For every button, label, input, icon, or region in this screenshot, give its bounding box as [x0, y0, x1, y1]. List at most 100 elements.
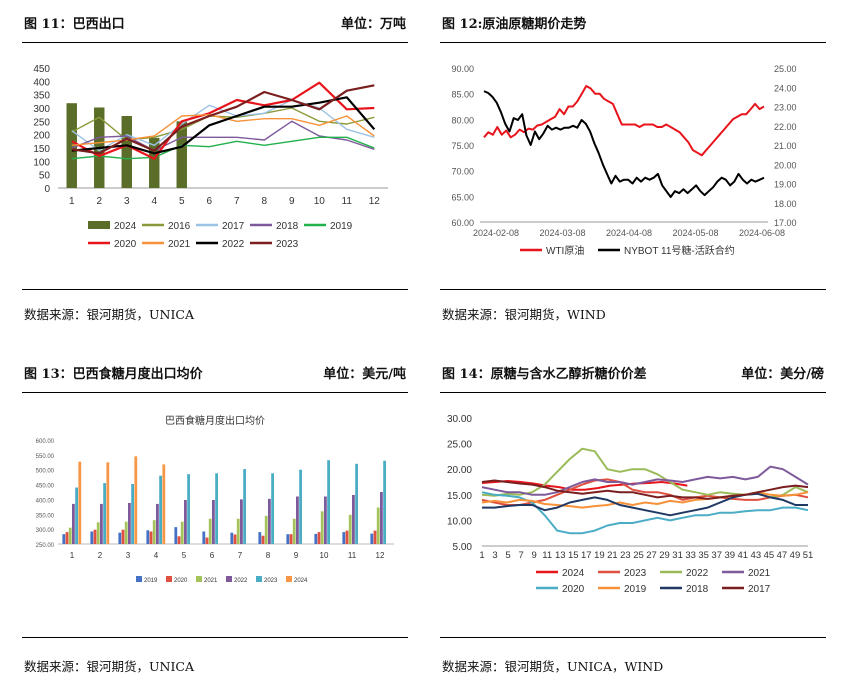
x-tick-label: 31: [672, 550, 683, 561]
bar-2019: [342, 532, 346, 544]
x-tick-label: 3: [126, 551, 131, 560]
panel-title: 图 11：巴西出口: [24, 16, 125, 32]
bar-2023: [271, 473, 274, 544]
bar-2020: [317, 532, 321, 544]
legend-label-2019: 2019: [624, 584, 647, 595]
panel-unit: 单位：美分/磅: [741, 366, 824, 382]
bar-2020: [289, 534, 293, 544]
series-line-2016: [71, 107, 375, 141]
bar-2024: [134, 456, 138, 544]
footer-rule: [22, 637, 408, 638]
x-tick-label: 7: [518, 550, 523, 561]
x-tick-label: 7: [234, 196, 240, 207]
bar-2022: [184, 500, 187, 544]
source-note: 数据来源：银河期货，UNICA: [24, 659, 195, 674]
y-tick-label: 0: [44, 184, 50, 195]
legend-label-2022: 2022: [222, 239, 245, 250]
x-tick-label: 2: [98, 551, 103, 560]
left-y-tick-label: 60.00: [451, 218, 474, 228]
bar-2019: [286, 534, 290, 544]
x-tick-label: 5: [505, 550, 510, 561]
x-tick-label: 47: [777, 550, 788, 561]
x-tick-label: 15: [568, 550, 579, 561]
bar-2022: [100, 503, 103, 544]
y-tick-label: 15.00: [447, 491, 472, 502]
x-tick-label: 11: [342, 196, 353, 207]
bar-2019: [118, 532, 122, 544]
bar-2024: [162, 464, 166, 544]
footer-rule: [22, 289, 408, 290]
series-line-2024: [481, 480, 688, 491]
legend-label-wti: WTI原油: [546, 244, 584, 257]
x-tick-label: 19: [594, 550, 605, 561]
series-line-2020: [71, 81, 375, 160]
y-tick-label: 250: [33, 117, 50, 128]
right-y-tick-label: 19.00: [774, 180, 797, 190]
y-tick-label: 350.00: [36, 513, 55, 519]
panel-header: 图 13：巴西食糖月度出口均价 单位：美元/吨: [22, 358, 408, 386]
bar-2020: [233, 534, 237, 544]
series-line-sugar11: [483, 90, 765, 198]
panel-title: 图 12:原油原糖期价走势: [442, 16, 587, 32]
legend-swatch-2023: [256, 576, 262, 582]
x-tick-label: 49: [790, 550, 801, 561]
x-tick-label: 45: [764, 550, 775, 561]
series-line-2020: [481, 491, 809, 535]
x-tick-label: 1: [70, 551, 75, 560]
bar-2024: [121, 116, 132, 188]
x-tick-label: 6: [210, 551, 215, 560]
x-tick-label: 37: [711, 550, 722, 561]
x-tick-label: 39: [724, 550, 735, 561]
bar-2022: [296, 496, 299, 544]
y-tick-label: 400: [33, 77, 50, 88]
x-tick-label: 29: [659, 550, 670, 561]
x-tick-label: 2024-05-08: [672, 228, 718, 238]
y-tick-label: 500.00: [36, 469, 55, 475]
series-line-2023: [71, 84, 375, 155]
x-tick-label: 17: [581, 550, 592, 561]
header-rule: [440, 392, 826, 393]
x-tick-label: 25: [633, 550, 644, 561]
x-tick-label: 41: [738, 550, 749, 561]
right-y-tick-label: 25.00: [774, 64, 797, 74]
x-tick-label: 4: [154, 551, 159, 560]
right-y-tick-label: 17.00: [774, 218, 797, 228]
legend-swatch-2024: [286, 576, 292, 582]
x-tick-label: 21: [607, 550, 618, 561]
legend-label-2017: 2017: [222, 221, 245, 232]
x-tick-label: 13: [555, 550, 566, 561]
bar-2020: [93, 529, 97, 544]
bar-2022: [128, 503, 131, 544]
bar-2023: [327, 460, 330, 544]
x-tick-label: 8: [266, 551, 271, 560]
bar-2023: [215, 473, 218, 544]
bar-2021: [152, 520, 156, 544]
x-tick-label: 10: [314, 196, 326, 207]
bar-2024: [66, 103, 77, 188]
legend-label-2023: 2023: [624, 568, 647, 579]
x-tick-label: 12: [369, 196, 381, 207]
right-y-tick-label: 18.00: [774, 199, 797, 209]
y-tick-label: 600.00: [36, 439, 55, 445]
left-y-tick-label: 65.00: [451, 192, 474, 202]
bar-2020: [261, 535, 265, 544]
bar-2019: [90, 531, 94, 544]
x-tick-label: 43: [751, 550, 762, 561]
x-tick-label: 23: [620, 550, 631, 561]
bar-2021: [376, 507, 380, 544]
y-tick-label: 200: [33, 131, 50, 142]
legend-label-2024: 2024: [562, 568, 585, 579]
panel-header: 图 11：巴西出口 单位：万吨: [22, 8, 408, 36]
bar-2022: [156, 503, 159, 544]
y-tick-label: 450: [33, 64, 50, 75]
series-line-wti: [483, 85, 765, 157]
bar-2023: [159, 475, 162, 544]
legend-label-2020: 2020: [562, 584, 585, 595]
left-y-tick-label: 85.00: [451, 90, 474, 100]
bar-2023: [299, 469, 302, 544]
legend-label-2023: 2023: [276, 239, 299, 250]
header-rule: [22, 392, 408, 393]
x-tick-label: 35: [698, 550, 709, 561]
right-y-tick-label: 24.00: [774, 83, 797, 93]
